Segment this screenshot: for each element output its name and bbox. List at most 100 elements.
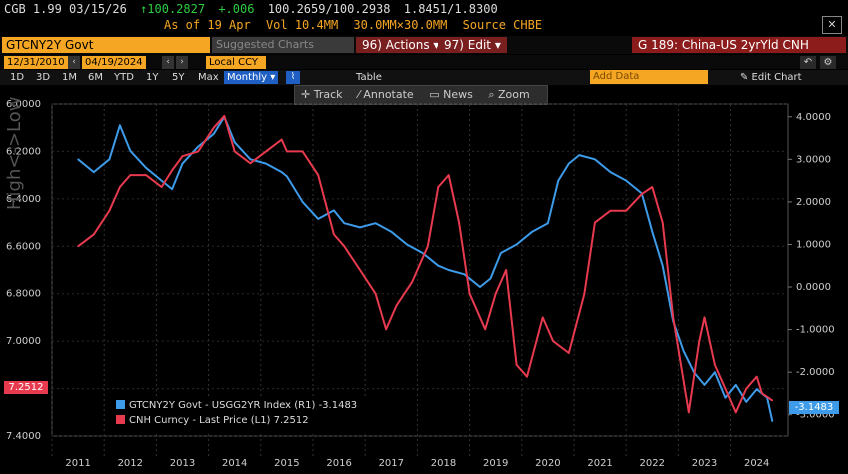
actions-menu[interactable]: 96) Actions ▾ <box>356 37 446 53</box>
period-ytd[interactable]: YTD <box>114 72 134 83</box>
series-point-cnh <box>688 411 690 414</box>
left-tick-label: 6.4000 <box>6 194 41 205</box>
bid-ask: 100.2659/100.2938 <box>267 2 391 16</box>
x-tick-label: 2013 <box>170 458 195 469</box>
last-value-right: -3.1483 <box>789 401 839 414</box>
close-icon[interactable]: ✕ <box>822 16 842 34</box>
legend-item-cnh[interactable]: CNH Curncy - Last Price (L1) 7.2512 <box>112 413 392 428</box>
track-tool[interactable]: ✛ Track <box>301 88 343 101</box>
table-button[interactable]: Table <box>356 72 382 83</box>
left-tick-label: 7.0000 <box>6 336 41 347</box>
left-tick-label: 7.4000 <box>6 431 41 442</box>
series-point-cnh <box>359 269 361 271</box>
series-point-cnh <box>458 221 460 224</box>
period-6m[interactable]: 6M <box>88 72 103 83</box>
series-point-spread <box>374 222 377 224</box>
right-tick-label: -1.0000 <box>796 325 835 336</box>
series-point-cnh <box>541 316 544 319</box>
period-max[interactable]: Max <box>198 72 219 83</box>
series-point-spread <box>724 396 727 399</box>
right-tick-label: -3.0000 <box>796 410 835 421</box>
settings-icon[interactable]: ⚙ <box>820 56 836 69</box>
start-date-input[interactable]: 12/31/2010 <box>4 56 68 69</box>
suggested-charts-button[interactable]: Suggested Charts <box>212 37 354 53</box>
series-point-cnh <box>333 233 335 236</box>
right-tick-label: 4.0000 <box>796 112 831 123</box>
annotate-tool[interactable]: ⁄ Annotate <box>358 88 414 101</box>
series-point-spread <box>594 158 596 161</box>
series-point-spread <box>489 277 492 280</box>
edit-chart-button[interactable]: ✎ Edit Chart <box>740 72 802 83</box>
series-point-spread <box>249 158 252 161</box>
period-forward-arrow[interactable]: › <box>176 56 188 69</box>
period-1m[interactable]: 1M <box>62 72 77 83</box>
series-point-cnh <box>181 155 184 157</box>
line-chart-icon[interactable]: ⌇ <box>286 71 300 84</box>
series-point-cnh <box>119 186 121 188</box>
series-point-spread <box>145 167 147 169</box>
edit-menu[interactable]: 97) Edit ▾ <box>438 37 507 53</box>
series-point-spread <box>479 286 481 288</box>
left-tick-label: 6.8000 <box>6 289 41 300</box>
series-point-cnh <box>249 162 252 165</box>
x-tick-label: 2019 <box>483 458 508 469</box>
currency-select[interactable]: Local CCY <box>206 56 266 69</box>
series-point-spread <box>280 171 283 173</box>
quote-bar <box>0 0 848 36</box>
undo-icon[interactable]: ↶ <box>800 56 816 69</box>
series-point-spread <box>437 264 440 267</box>
series-point-cnh <box>625 209 627 212</box>
frequency-select[interactable]: Monthly ▾ <box>224 71 279 84</box>
series-point-cnh <box>641 193 643 195</box>
quote-row: CGB 1.99 03/15/26 ↑100.2827 +.006 100.26… <box>4 2 504 16</box>
range-back-arrow[interactable]: ‹ <box>68 56 80 69</box>
x-tick-label: 2011 <box>65 458 90 469</box>
x-tick-label: 2021 <box>587 458 612 469</box>
news-tool[interactable]: ▭ News <box>429 88 473 101</box>
series-point-spread <box>343 222 346 224</box>
legend-item-spread[interactable]: GTCNY2Y Govt - USGG2YR Index (R1) -3.148… <box>112 398 392 413</box>
period-3d[interactable]: 3D <box>36 72 51 83</box>
x-tick-label: 2015 <box>274 458 299 469</box>
series-point-cnh <box>223 115 226 117</box>
series-point-spread <box>333 209 335 212</box>
series-point-spread <box>359 226 361 229</box>
x-tick-label: 2014 <box>222 458 247 469</box>
series-point-spread <box>682 350 685 352</box>
series-point-spread <box>703 384 706 386</box>
series-point-cnh <box>698 340 701 342</box>
left-tick-label: 6.0000 <box>6 99 41 110</box>
period-1y[interactable]: 1Y <box>146 72 159 83</box>
series-point-cnh <box>735 411 737 414</box>
series-point-spread <box>77 158 79 161</box>
series-point-cnh <box>129 174 132 176</box>
period-back-arrow[interactable]: ‹ <box>162 56 174 69</box>
zoom-tool[interactable]: ⌕ Zoom <box>488 88 530 101</box>
series-point-spread <box>463 273 466 276</box>
x-tick-label: 2022 <box>640 458 665 469</box>
last-value-left: 7.2512 <box>4 381 48 394</box>
left-tick-label: 6.2000 <box>6 146 41 157</box>
series-point-spread <box>181 162 184 165</box>
series-point-cnh <box>411 281 414 283</box>
series-point-cnh <box>171 169 173 172</box>
series-point-spread <box>661 264 664 267</box>
period-1d[interactable]: 1D <box>10 72 25 83</box>
series-point-cnh <box>526 375 528 378</box>
series-point-cnh <box>93 233 95 236</box>
series-point-spread <box>108 158 111 161</box>
series-point-cnh <box>286 150 288 153</box>
ticker-input[interactable]: GTCNY2Y Govt <box>2 37 210 53</box>
series-point-cnh <box>395 304 398 307</box>
series-point-cnh <box>494 292 497 295</box>
add-data-input[interactable]: Add Data <box>590 70 708 84</box>
series-point-cnh <box>651 186 654 188</box>
end-date-input[interactable]: 04/19/2024 <box>82 56 146 69</box>
x-tick-label: 2016 <box>326 458 351 469</box>
series-point-spread <box>317 218 320 220</box>
chart-legend[interactable]: GTCNY2Y Govt - USGG2YR Index (R1) -3.148… <box>112 398 392 432</box>
series-point-spread <box>531 230 533 233</box>
series-point-cnh <box>145 174 147 176</box>
series-point-cnh <box>568 352 570 354</box>
period-5y[interactable]: 5Y <box>172 72 185 83</box>
